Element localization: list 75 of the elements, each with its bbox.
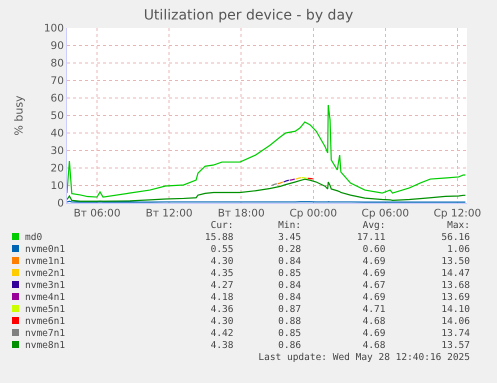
chart-title: Utilization per device - by day	[144, 7, 354, 24]
x-tick-label: Вт 18:00	[218, 208, 265, 220]
text: 4.42	[210, 328, 234, 340]
text: Last update: Wed May 28 12:40:16 2025	[258, 352, 470, 363]
legend-label: nvme8n1	[24, 340, 66, 352]
x-tick-label: Ср 00:00	[289, 208, 338, 220]
x-tick-label: Вт 06:00	[74, 208, 120, 220]
text: 4.36	[210, 304, 234, 316]
text: 14.06	[440, 316, 470, 328]
text: 13.69	[440, 292, 470, 304]
text: 4.30	[210, 316, 234, 328]
legend-label: nvme7n1	[24, 328, 66, 340]
y-tick-label: 20	[50, 162, 64, 175]
text: 13.50	[440, 256, 470, 268]
x-tick-label: Вт 12:00	[146, 208, 193, 220]
text: 13.68	[440, 280, 470, 292]
text: 4.18	[210, 292, 234, 304]
text: 4.69	[362, 256, 386, 268]
y-axis-title: % busy	[12, 94, 26, 136]
text: Avg:	[362, 220, 386, 232]
y-tick-label: 80	[50, 58, 64, 70]
text: 4.38	[210, 340, 234, 352]
legend-label: nvme1n1	[24, 256, 66, 268]
y-tick-label: 70	[50, 75, 64, 88]
text: 0.84	[277, 280, 302, 292]
line-series	[67, 104, 466, 198]
text: 0.60	[362, 244, 386, 256]
text: 0.84	[277, 292, 302, 304]
text: 14.10	[440, 304, 470, 316]
text: 4.30	[210, 256, 234, 268]
y-tick-label: 0	[57, 198, 64, 210]
text: 14.47	[440, 268, 470, 280]
text: 4.68	[362, 316, 386, 328]
text: 0.87	[277, 304, 302, 316]
text: 4.67	[362, 280, 386, 292]
text: 0.55	[210, 244, 234, 256]
text: 4.35	[210, 268, 234, 280]
legend-label: nvme2n1	[24, 268, 66, 280]
x-tick-label: Ср 06:00	[362, 208, 410, 220]
text: 4.69	[362, 328, 386, 340]
text: 4.27	[210, 280, 234, 292]
text: 4.69	[362, 292, 386, 304]
text: 4.69	[362, 268, 386, 280]
text: 0.85	[277, 268, 302, 280]
text: Cur:	[210, 220, 234, 232]
text: 3.45	[277, 232, 302, 244]
y-tick-label: 10	[50, 180, 64, 192]
text: Min:	[277, 220, 302, 232]
legend-label: nvme4n1	[24, 292, 66, 304]
text: 0.85	[277, 328, 302, 340]
text: 13.74	[440, 328, 470, 340]
text: 56.16	[440, 232, 470, 244]
legend-label: nvme0n1	[24, 244, 66, 256]
y-tick-label: 30	[50, 145, 64, 158]
y-tick-label: 40	[50, 128, 64, 140]
text: 0.88	[277, 316, 302, 328]
legend-label: md0	[24, 232, 44, 244]
y-tick-label: 90	[50, 40, 64, 52]
text: Max:	[446, 220, 470, 232]
text: 0.84	[277, 256, 302, 268]
text: 4.71	[362, 304, 386, 316]
text: 1.06	[446, 244, 470, 256]
text: 4.68	[362, 340, 386, 352]
text: 17.11	[356, 232, 386, 244]
text: 0.86	[277, 340, 302, 352]
text: 15.88	[204, 232, 234, 244]
x-tick-label: Ср 12:00	[434, 208, 482, 220]
legend-label: nvme3n1	[24, 280, 66, 292]
y-tick-label: 100	[44, 22, 64, 35]
text: 0.28	[277, 244, 302, 256]
legend-label: nvme5n1	[24, 304, 66, 316]
y-tick-label: 50	[50, 110, 64, 122]
legend-label: nvme6n1	[24, 316, 66, 328]
text: 13.57	[440, 340, 470, 352]
y-tick-label: 60	[50, 92, 64, 105]
